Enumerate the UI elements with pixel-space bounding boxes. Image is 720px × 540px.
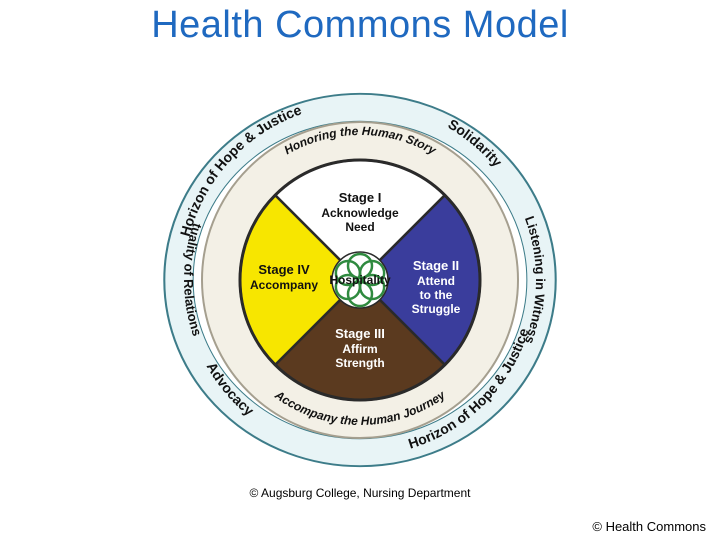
quadrant-bottom-line2: Affirm xyxy=(342,342,377,356)
credit-line: © Augsburg College, Nursing Department xyxy=(0,486,720,500)
quadrant-top-title: Stage I xyxy=(339,190,382,205)
quadrant-bottom-line3: Strength xyxy=(335,356,384,370)
quadrant-left-title: Stage IV xyxy=(258,262,310,277)
quadrant-right-line2: Attend xyxy=(417,274,455,288)
quadrant-top-line3: Need xyxy=(345,220,374,234)
model-diagram: Hospitality Stage IAcknowledgeNeed Stage I… xyxy=(160,80,560,480)
quadrant-right-line4: Struggle xyxy=(412,302,461,316)
quadrant-left-line2: Accompany xyxy=(250,278,318,292)
page-title: Health Commons Model xyxy=(0,4,720,47)
quadrant-right-title: Stage II xyxy=(413,258,459,273)
quadrant-right-line3: to the xyxy=(420,288,453,302)
center-label: Hospitality xyxy=(329,273,391,287)
quadrant-bottom-title: Stage III xyxy=(335,326,385,341)
quadrant-top-line2: Acknowledge xyxy=(321,206,399,220)
footer-credit: © Health Commons xyxy=(592,519,706,534)
